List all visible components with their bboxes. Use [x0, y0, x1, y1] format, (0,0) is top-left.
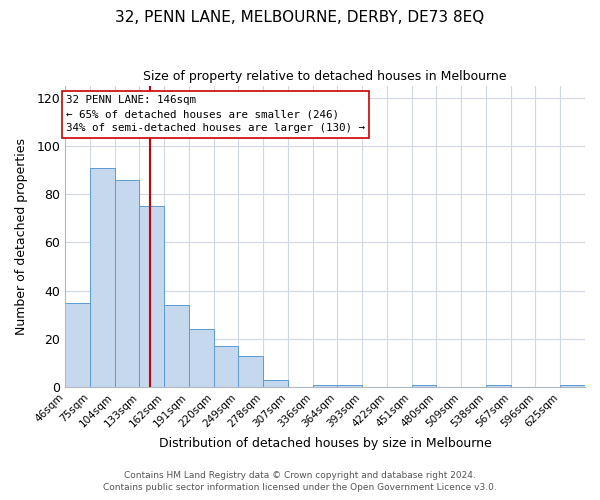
Bar [65, 302, 90, 387]
Y-axis label: Number of detached properties: Number of detached properties [15, 138, 28, 335]
Bar [189, 329, 214, 387]
Text: 32, PENN LANE, MELBOURNE, DERBY, DE73 8EQ: 32, PENN LANE, MELBOURNE, DERBY, DE73 8E… [115, 10, 485, 25]
Bar [412, 384, 436, 387]
Bar [337, 384, 362, 387]
Bar [139, 206, 164, 387]
Bar [486, 384, 511, 387]
Title: Size of property relative to detached houses in Melbourne: Size of property relative to detached ho… [143, 70, 507, 83]
X-axis label: Distribution of detached houses by size in Melbourne: Distribution of detached houses by size … [158, 437, 491, 450]
Text: Contains HM Land Registry data © Crown copyright and database right 2024.
Contai: Contains HM Land Registry data © Crown c… [103, 471, 497, 492]
Bar [560, 384, 585, 387]
Bar [164, 305, 189, 387]
Bar [115, 180, 139, 387]
Bar [263, 380, 288, 387]
Text: 32 PENN LANE: 146sqm
← 65% of detached houses are smaller (246)
34% of semi-deta: 32 PENN LANE: 146sqm ← 65% of detached h… [66, 95, 365, 133]
Bar [214, 346, 238, 387]
Bar [238, 356, 263, 387]
Bar [90, 168, 115, 387]
Bar [313, 384, 337, 387]
